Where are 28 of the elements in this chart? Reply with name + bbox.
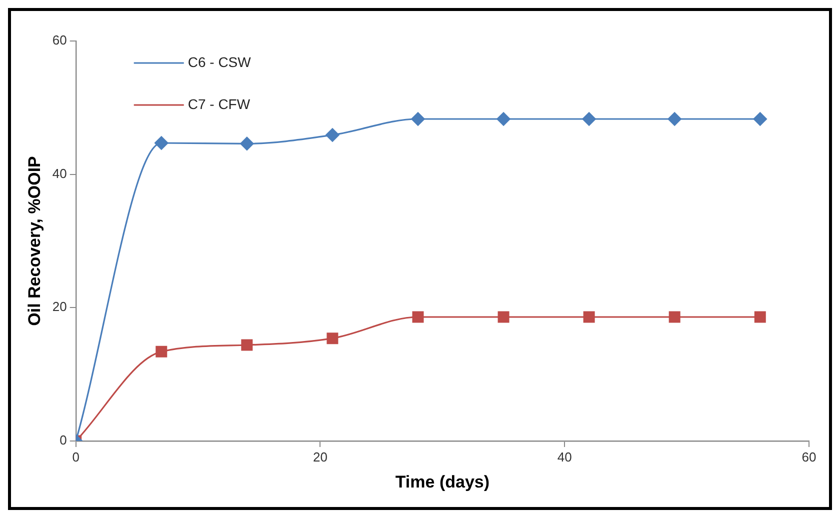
point: [326, 332, 338, 344]
point: [412, 311, 424, 323]
x-tick-label: 40: [557, 449, 572, 464]
point: [753, 112, 767, 126]
legend-label: C7 - CFW: [188, 96, 251, 112]
point: [582, 112, 596, 126]
x-tick-label: 20: [313, 449, 328, 464]
y-axis-title: Oil Recovery, %OOIP: [24, 156, 44, 326]
point: [583, 311, 595, 323]
x-tick-label: 60: [802, 449, 816, 464]
point: [411, 112, 425, 126]
legend-label: C6 - CSW: [188, 54, 252, 70]
point: [154, 136, 168, 150]
y-tick-label: 20: [52, 299, 67, 314]
point: [754, 311, 766, 323]
point: [326, 128, 340, 142]
point: [240, 136, 254, 150]
y-tick-label: 40: [52, 166, 67, 181]
x-axis-title: Time (days): [395, 472, 490, 492]
point: [496, 112, 510, 126]
point: [498, 311, 510, 323]
point: [156, 346, 168, 358]
x-tick-label: 0: [72, 449, 80, 464]
y-tick-label: 60: [52, 32, 67, 48]
point: [241, 339, 253, 351]
point: [668, 311, 680, 323]
point: [668, 112, 682, 126]
y-tick-label: 0: [60, 432, 67, 448]
